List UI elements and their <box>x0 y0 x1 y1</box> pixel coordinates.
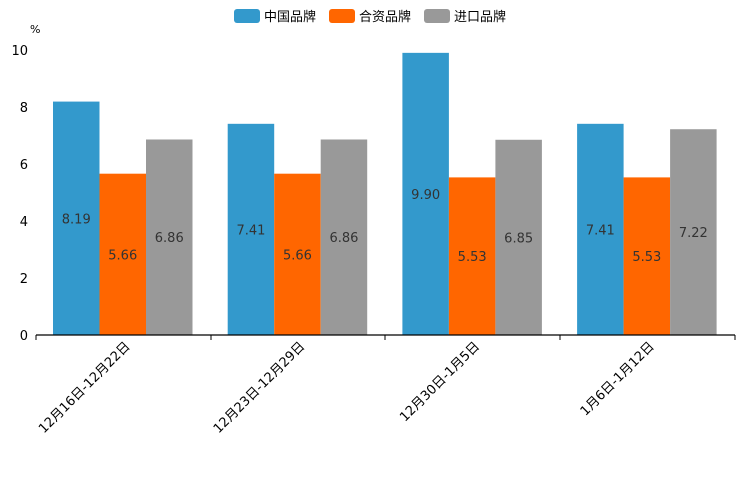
bar-import-brand <box>146 139 193 335</box>
legend-label: 合资品牌 <box>359 9 411 25</box>
legend-swatch <box>329 9 355 23</box>
y-tick-label: 4 <box>20 215 28 230</box>
bar-import-brand <box>320 139 368 335</box>
bar-value-label: 7.41 <box>586 223 615 238</box>
x-category-label: 12月23日-12月29日 <box>211 339 308 436</box>
bar-value-label: 7.41 <box>236 223 265 238</box>
bar-value-label: 6.86 <box>329 231 358 246</box>
bar-value-label: 8.19 <box>62 212 91 227</box>
legend-label: 进口品牌 <box>454 9 506 25</box>
bar-value-label: 6.86 <box>155 231 184 246</box>
y-tick-label: 8 <box>20 101 28 116</box>
bar-china-brand <box>577 123 624 335</box>
y-tick-label: 2 <box>20 272 28 287</box>
bar-value-label: 7.22 <box>679 226 708 241</box>
legend-label: 中国品牌 <box>264 9 316 25</box>
legend: 中国品牌 合资品牌 进口品牌 <box>234 9 506 25</box>
y-tick-label: 10 <box>11 44 28 59</box>
bar-value-label: 5.53 <box>632 250 661 265</box>
y-tick-label: 0 <box>20 329 28 344</box>
x-category-label: 1月6日-1月12日 <box>578 339 658 419</box>
bar-value-label: 5.66 <box>108 248 137 263</box>
bar-china-brand <box>402 52 449 335</box>
legend-swatch <box>424 9 450 23</box>
bar-china-brand <box>53 101 100 336</box>
legend-swatch <box>234 9 260 23</box>
bar-joint-venture-brand <box>99 173 146 335</box>
bar-joint-venture-brand <box>274 173 321 335</box>
bar-value-label: 5.66 <box>283 248 312 263</box>
bar-joint-venture-brand <box>448 177 496 335</box>
bar-value-label: 6.85 <box>504 231 533 246</box>
bar-import-brand <box>670 129 717 335</box>
bar-import-brand <box>495 139 542 335</box>
y-axis: 0 2 4 6 8 10 <box>11 44 28 344</box>
x-category-label: 12月30日-1月5日 <box>397 339 483 425</box>
y-tick-label: 6 <box>20 158 28 173</box>
bar-value-label: 9.90 <box>411 188 440 203</box>
bar-value-label: 5.53 <box>458 250 487 265</box>
y-axis-unit-label: % <box>30 23 40 36</box>
bar-china-brand <box>227 123 275 335</box>
x-axis: 12月16日-12月22日 12月23日-12月29日 12月30日-1月5日 1月6… <box>35 334 736 437</box>
bars-group: 8.19 7.41 9.90 7.41 5.66 5.66 5.53 5.53 6.86 6.86… <box>53 52 717 336</box>
bar-joint-venture-brand <box>623 177 671 335</box>
x-category-label: 12月16日-12月22日 <box>36 339 133 436</box>
